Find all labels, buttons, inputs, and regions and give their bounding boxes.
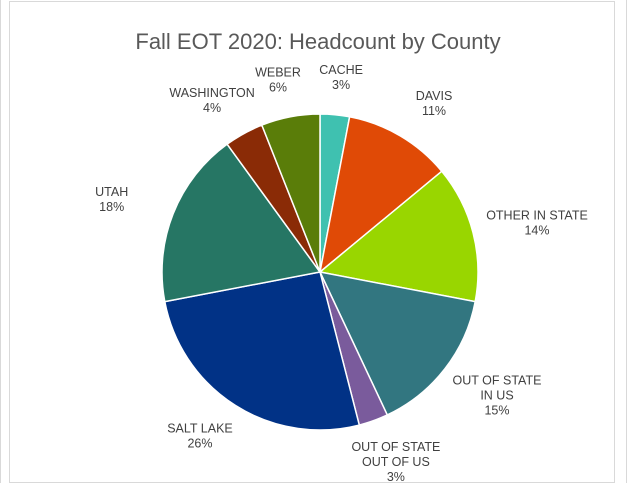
sheet-gridline-left [0,0,1,483]
pie-chart: Fall EOT 2020: Headcount by County CACHE… [95,29,588,484]
pie-slice-utah[interactable] [161,143,322,303]
pie-slice-weber[interactable] [260,113,321,273]
slice-label-washington: WASHINGTON 4% [169,86,254,115]
pie-slice-other-in-state[interactable] [318,170,479,303]
pie-slice-out-of-state-in-us[interactable] [318,270,477,416]
slice-label-out-of-state-in-us: OUT OF STATE IN US 15% [453,374,542,418]
slice-labels: CACHE 3% DAVIS 11% OTHER IN STATE 14% OUT OF S… [95,63,588,484]
pie-slices [161,113,479,431]
slice-label-salt-lake: SALT LAKE 26% [167,422,233,451]
slice-label-utah: UTAH 18% [95,185,128,214]
chart-title: Fall EOT 2020: Headcount by County [135,29,500,54]
chart-area[interactable]: Fall EOT 2020: Headcount by County CACHE… [9,1,615,484]
slice-label-cache: CACHE 3% [319,63,363,92]
pie-slice-davis[interactable] [318,115,443,274]
slice-label-other-in-state: OTHER IN STATE 14% [486,209,588,238]
slice-label-weber: WEBER 6% [255,66,301,95]
slice-label-out-of-state-out-of-us: OUT OF STATE OUT OF US 3% [351,440,440,484]
pie-slice-salt-lake[interactable] [163,271,361,431]
slice-label-davis: DAVIS 11% [416,89,453,118]
